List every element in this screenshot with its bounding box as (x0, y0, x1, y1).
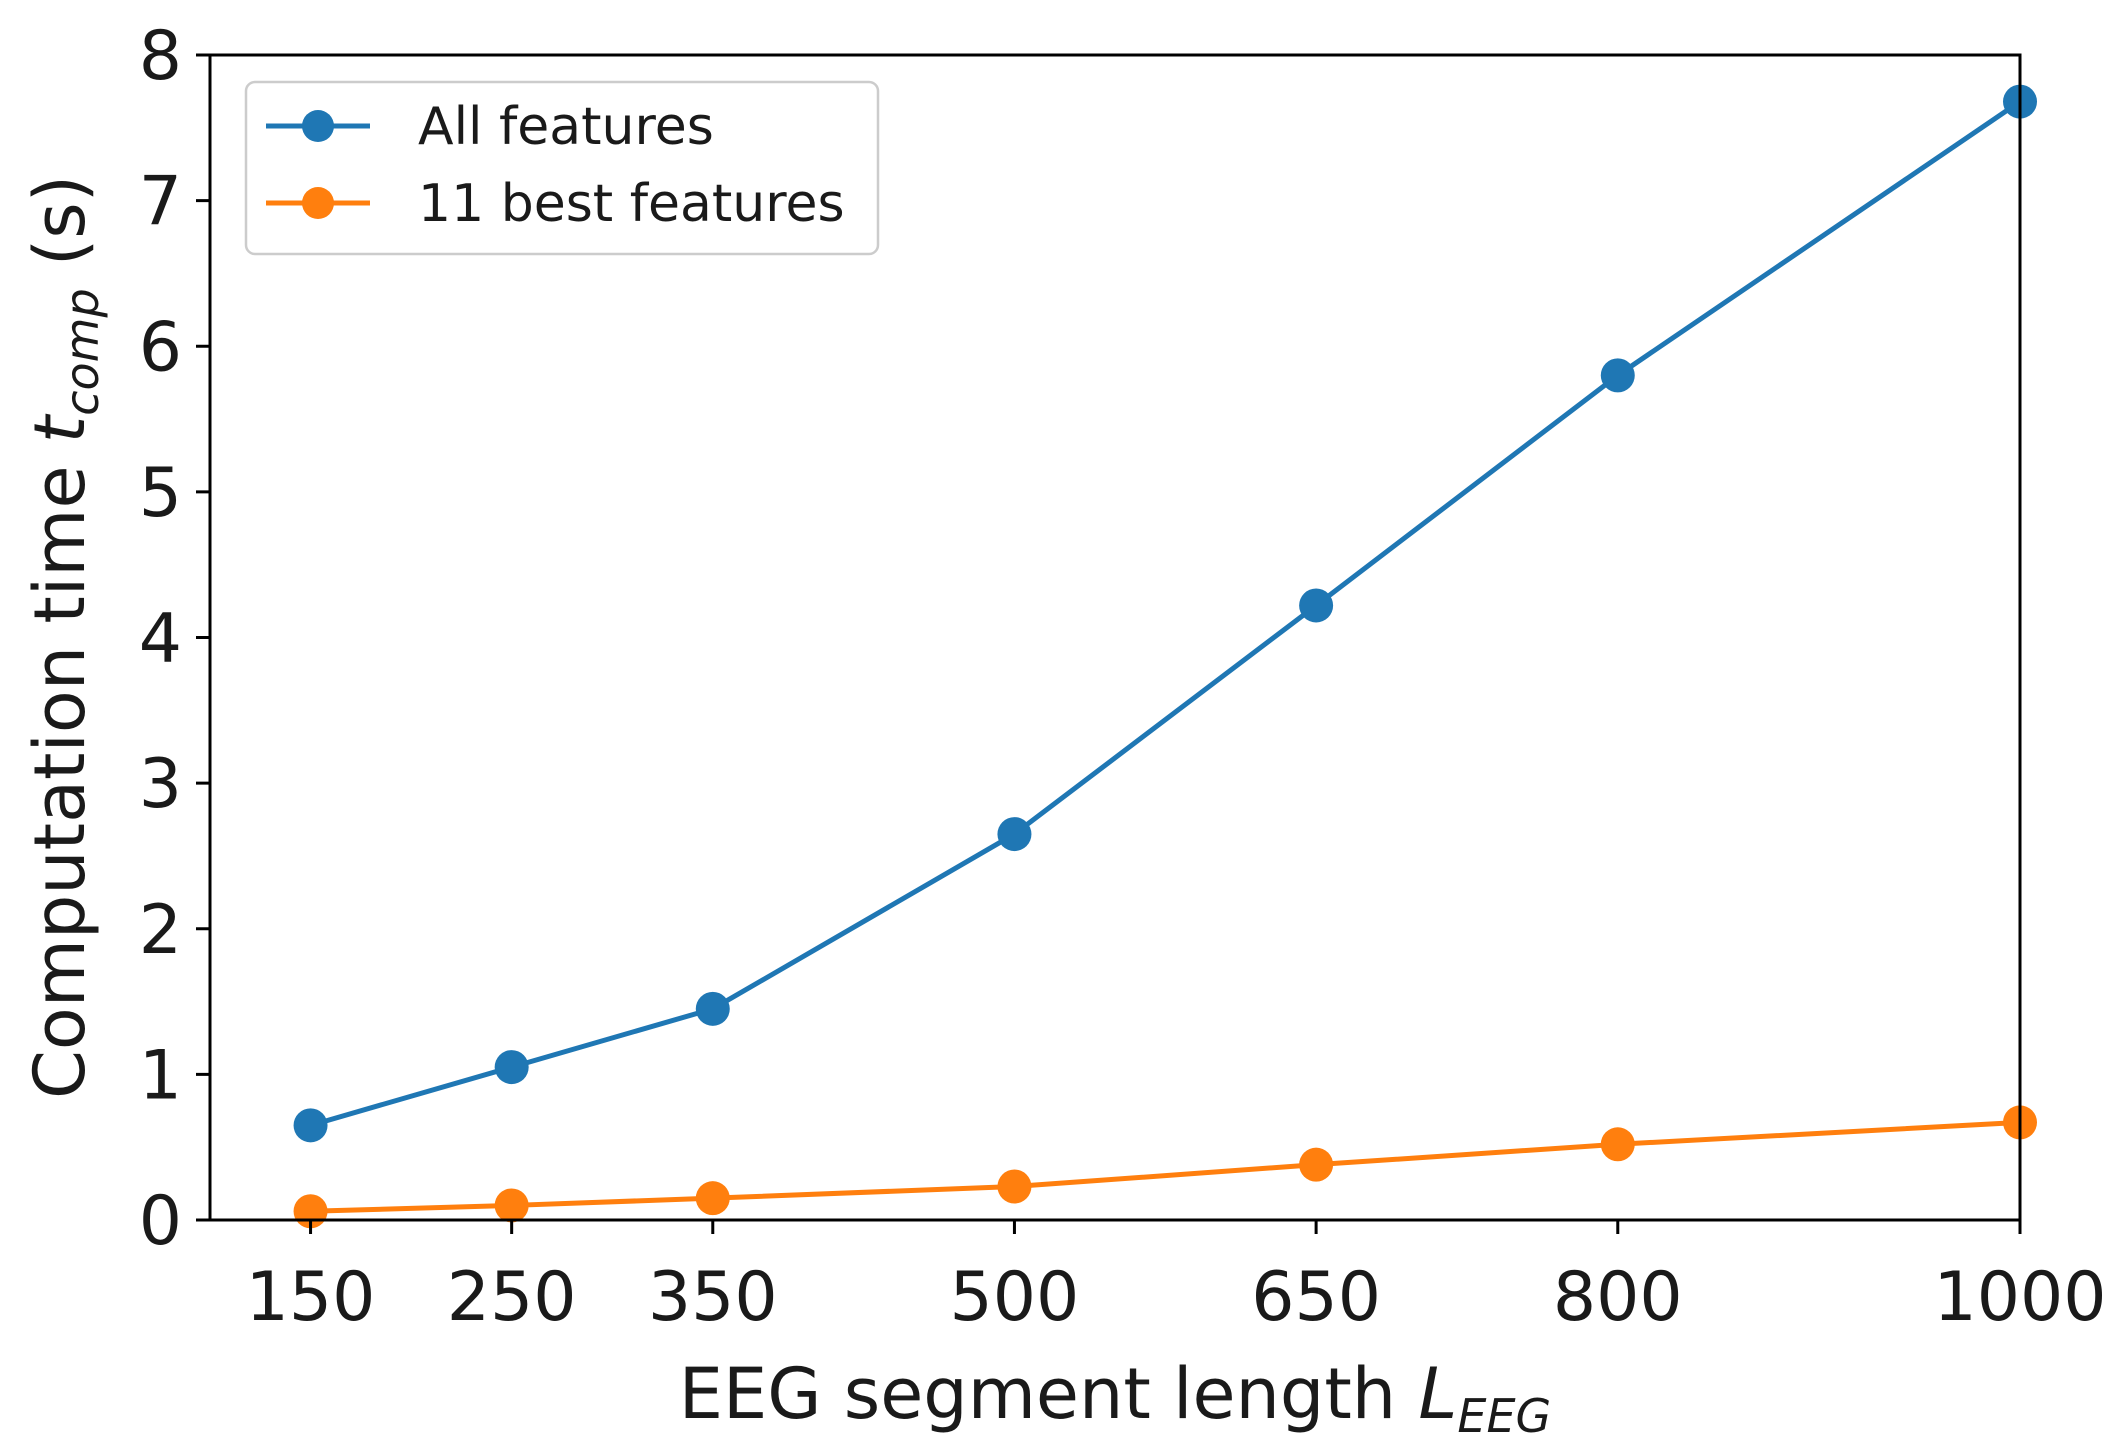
y-tick-label: 2 (139, 891, 182, 970)
data-point (1299, 1147, 1334, 1182)
series-line-1 (310, 1119, 2021, 1214)
data-point (494, 1188, 529, 1223)
legend: All features 11 best features (244, 80, 880, 256)
x-tick-label: 150 (246, 1258, 376, 1337)
legend-marker-11-best-features (302, 187, 334, 219)
data-point (494, 1050, 529, 1085)
y-tick-label: 8 (139, 17, 182, 96)
legend-box (244, 80, 880, 256)
data-point (1299, 588, 1334, 623)
legend-marker-all-features (302, 110, 334, 142)
legend-label-all-features: All features (418, 97, 714, 157)
y-tick-label: 3 (139, 745, 182, 824)
x-tick-label: 250 (447, 1258, 577, 1337)
data-point (293, 1108, 328, 1143)
y-tick-label: 4 (139, 600, 182, 679)
y-tick-label: 5 (139, 454, 182, 533)
x-tick-label: 500 (950, 1258, 1080, 1337)
data-point (997, 1169, 1032, 1204)
x-axis-ticks: 150 250 350 500 650 800 1000 (246, 1220, 2107, 1337)
y-tick-label: 7 (139, 163, 182, 242)
x-tick-label: 650 (1251, 1258, 1381, 1337)
x-tick-label: 1000 (1933, 1258, 2106, 1337)
data-point (1600, 1127, 1635, 1162)
y-axis-label: Computation time tcomp (s) (19, 175, 109, 1099)
data-point (695, 991, 730, 1026)
data-point (997, 817, 1032, 852)
series-layer (293, 84, 2037, 1229)
x-axis-label: EEG segment length LEEG (679, 1353, 1551, 1443)
x-tick-label: 350 (648, 1258, 778, 1337)
legend-label-11-best-features: 11 best features (418, 174, 845, 234)
y-tick-label: 0 (139, 1182, 182, 1261)
y-axis-ticks: 0 1 2 3 4 5 6 7 8 (139, 17, 210, 1261)
data-point (1600, 358, 1635, 393)
data-point (695, 1181, 730, 1216)
x-tick-label: 800 (1553, 1258, 1683, 1337)
y-tick-label: 1 (139, 1036, 182, 1115)
y-tick-label: 6 (139, 308, 182, 387)
